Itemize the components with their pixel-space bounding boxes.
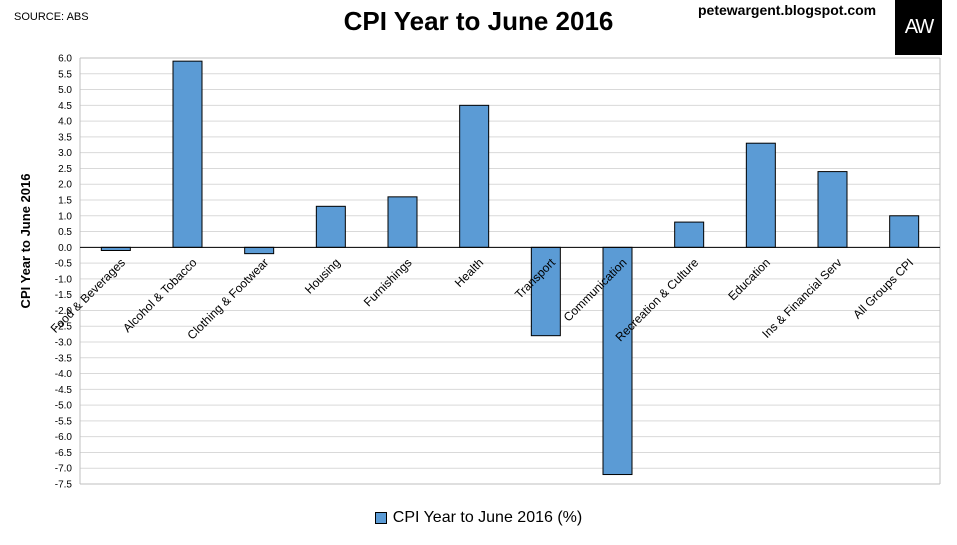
y-tick-label: 6.0 [58,54,72,65]
y-tick-label: -4.0 [55,369,73,380]
source-label: SOURCE: ABS [14,11,89,23]
y-tick-label: 5.0 [58,85,72,96]
y-tick-label: 4.0 [58,117,72,128]
y-tick-label: -4.5 [55,385,73,396]
logo: AW [895,0,942,55]
y-tick-label: 1.5 [58,196,72,207]
y-tick-label: 1.0 [58,211,72,222]
bar [889,215,920,248]
x-tick-label: All Groups CPI [850,256,916,322]
x-tick-label: Alcohol & Tobacco [120,255,200,335]
y-tick-label: -2.0 [55,306,73,317]
x-tick-label: Ins & Financial Serv [759,256,844,341]
bar [745,142,776,248]
chart-title: CPI Year to June 2016 [343,6,614,36]
bar [172,60,203,248]
y-tick-label: 2.0 [58,180,72,191]
bar [602,246,633,476]
bar [817,171,848,248]
bar [315,205,346,248]
y-tick-label: -5.0 [55,401,73,412]
y-tick-label: -2.5 [55,322,73,333]
x-tick-label: Health [452,256,486,290]
y-axis-title: CPI Year to June 2016 [18,174,33,309]
bar [674,221,705,248]
y-tick-label: -6.5 [55,448,73,459]
y-tick-label: -3.0 [55,338,73,349]
y-tick-label: 5.5 [58,69,72,80]
y-tick-label: 4.5 [58,101,72,112]
x-tick-label: Furnishings [361,256,415,310]
y-tick-label: -0.5 [55,259,73,270]
bar [459,104,490,248]
y-tick-label: 0.0 [58,243,72,254]
y-tick-label: -1.5 [55,290,73,301]
bar [244,246,275,255]
legend-label: CPI Year to June 2016 (%) [392,509,583,526]
y-tick-label: -1.0 [55,274,73,285]
y-tick-label: -7.5 [55,480,73,491]
y-tick-label: -6.0 [55,432,73,443]
y-tick-label: 3.5 [58,132,72,143]
x-tick-label: Clothing & Footwear [185,256,272,343]
bar [387,196,418,248]
y-tick-label: -5.5 [55,416,73,427]
y-tick-label: -3.5 [55,353,73,364]
y-tick-label: 2.5 [58,164,72,175]
y-tick-label: 3.0 [58,148,72,159]
legend: CPI Year to June 2016 (%) [0,509,957,527]
y-tick-label: 0.5 [58,227,72,238]
y-tick-label: -7.0 [55,464,73,475]
x-tick-label: Housing [302,256,343,297]
legend-swatch [374,512,387,524]
blog-url: petewargent.blogspot.com [698,2,877,18]
